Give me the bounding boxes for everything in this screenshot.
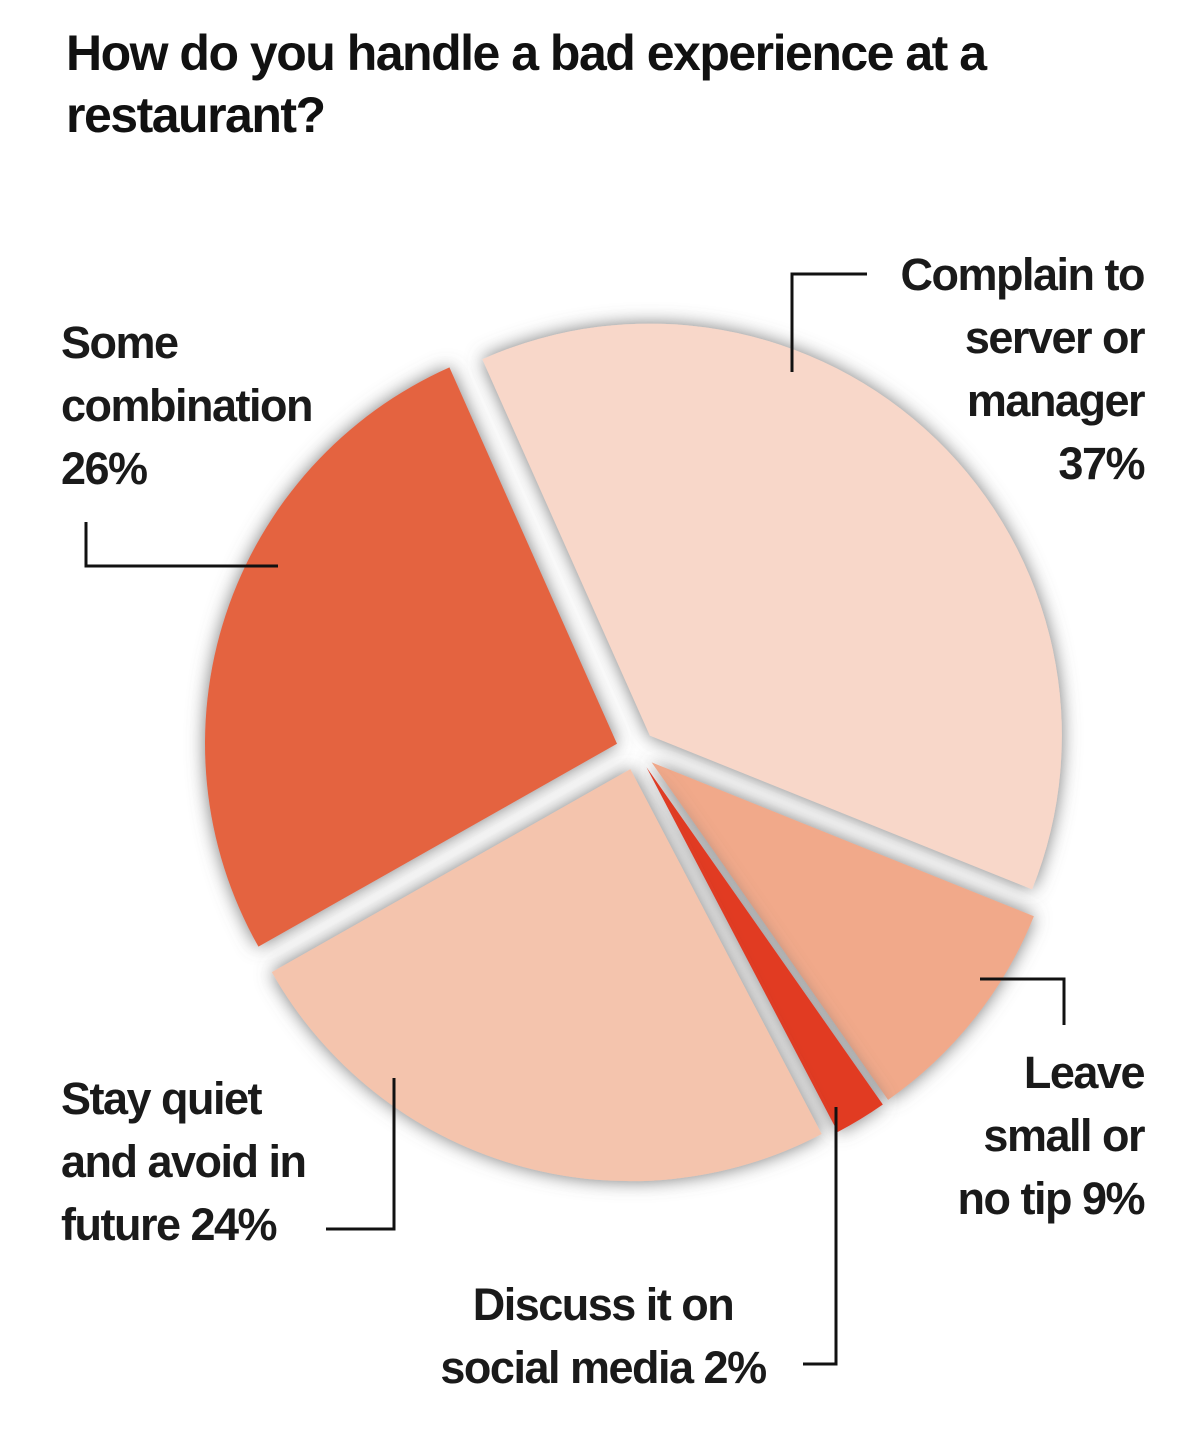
slice-some-combination <box>205 367 618 947</box>
slice-leave-tip <box>651 762 1034 1100</box>
chart-title: How do you handle a bad experience at a … <box>66 25 987 143</box>
slice-social-media <box>646 767 883 1132</box>
leader-line-combo <box>84 522 278 568</box>
pie-slices <box>205 323 1062 1182</box>
leader-line-tip <box>980 977 1066 1025</box>
label-some-combination: Some combination 26% <box>61 317 314 494</box>
slice-stay-quiet <box>271 769 822 1182</box>
leader-line-quiet <box>326 1078 396 1231</box>
leader-lines <box>84 272 1066 1366</box>
leader-line-complain <box>790 272 867 372</box>
label-complain-to-server: Complain to server or manager 37% <box>900 249 1146 489</box>
label-stay-quiet: Stay quiet and avoid in future 24% <box>61 1073 307 1250</box>
leader-line-social <box>803 1107 838 1366</box>
label-discuss-social-media: Discuss it on social media 2% <box>440 1279 767 1393</box>
label-leave-small-tip: Leave small or no tip 9% <box>957 1047 1146 1224</box>
slice-complain <box>482 323 1062 890</box>
